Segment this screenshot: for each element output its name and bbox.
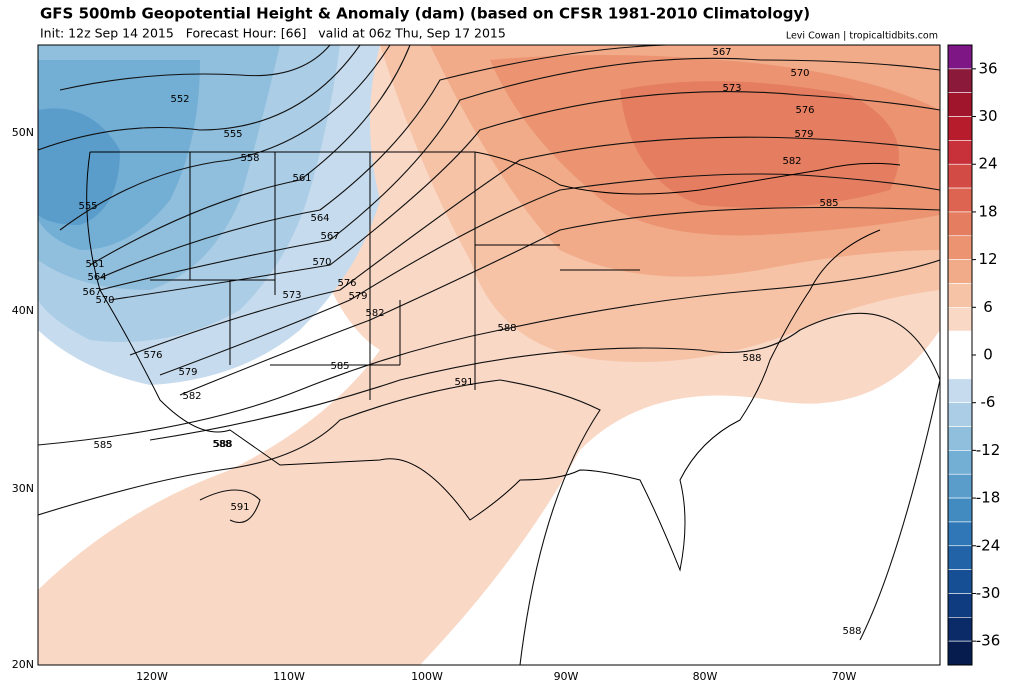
colorbar-band: [947, 354, 973, 380]
colorbar-band: [947, 187, 973, 213]
colorbar-band: [947, 92, 973, 117]
colorbar-band: [947, 211, 973, 237]
colorbar-tick-label: -24: [976, 536, 1001, 554]
contour-label: 567: [82, 287, 101, 298]
colorbar-band: [947, 259, 973, 284]
contour-label: 579: [178, 367, 197, 378]
colorbar-tick-label: 0: [983, 346, 993, 364]
colorbar-tick-label: 6: [983, 298, 993, 316]
height-contours: [38, 45, 940, 665]
colorbar-band: [947, 307, 973, 332]
colorbar-band: [947, 140, 973, 165]
contour-label: 567: [320, 231, 339, 242]
political-borders: [86, 151, 901, 572]
contour-label: 591: [230, 502, 249, 513]
longitude-label: 120W: [136, 670, 168, 683]
contour-label: 558: [240, 153, 259, 164]
latitude-label: 50N: [12, 126, 34, 139]
contour-label: 582: [182, 391, 201, 402]
colorbar-band: [947, 283, 973, 308]
latitude-label: 20N: [12, 658, 34, 671]
colorbar-tick-label: 36: [978, 59, 997, 77]
colorbar-band: [947, 116, 973, 141]
anomaly-negative-max: [38, 108, 120, 225]
colorbar-tick-label: -18: [976, 489, 1001, 507]
contour-label: 588: [842, 626, 861, 637]
colorbar-band: [947, 378, 973, 403]
longitude-label: 110W: [273, 670, 305, 683]
title: GFS 500mb Geopotential Height & Anomaly …: [40, 5, 810, 23]
colorbar-band: [947, 617, 973, 642]
contour-label: 588: [742, 353, 761, 364]
colorbar-tick-label: 30: [978, 107, 997, 125]
colorbar-tick-label: -36: [976, 632, 1001, 650]
contour-label: 585: [819, 198, 838, 209]
contour-label: 570: [312, 257, 331, 268]
latitude-label: 30N: [12, 482, 34, 495]
colorbar: 36 30 24 18 12 6 0 -6 -12 -18 -24 -30 -36: [947, 44, 1001, 666]
colorbar-tick-label: 12: [978, 250, 997, 268]
longitude-label: 90W: [554, 670, 579, 683]
contour-label: 579: [794, 129, 813, 140]
colorbar-tick-label: -30: [976, 584, 1001, 602]
contour-labels: 5525555585615645675705735765795825855885…: [78, 47, 861, 637]
colorbar-band: [947, 545, 973, 570]
contour-label: 591: [454, 377, 473, 388]
colorbar-band: [947, 235, 973, 260]
colorbar-tick-label: 18: [978, 202, 997, 220]
contour-label: 555: [78, 201, 97, 212]
contour-label: 552: [170, 94, 189, 105]
contour-label: 576: [337, 278, 356, 289]
contour-label: 579: [348, 291, 367, 302]
contour-label: 561: [85, 259, 104, 270]
colorbar-band: [947, 593, 973, 618]
latitude-labels: 50N 40N 30N 20N: [12, 126, 34, 671]
colorbar-tick-label: -12: [976, 441, 1001, 459]
latitude-label: 40N: [12, 304, 34, 317]
contour-label: 570: [95, 295, 114, 306]
contour-label: 582: [365, 308, 384, 319]
contour-label: 561: [292, 173, 311, 184]
contour-label: 588: [213, 439, 232, 450]
contour-label: 573: [282, 290, 301, 301]
credit: Levi Cowan | tropicaltidbits.com: [786, 31, 938, 42]
colorbar-band: [947, 640, 973, 666]
colorbar-tick-label: 24: [978, 155, 997, 173]
longitude-label: 100W: [411, 670, 443, 683]
colorbar-band: [947, 330, 973, 356]
colorbar-band: [947, 450, 973, 475]
colorbar-band: [947, 569, 973, 594]
contour-label: 585: [330, 361, 349, 372]
colorbar-band: [947, 521, 973, 547]
colorbar-band: [947, 68, 973, 93]
colorbar-tick-label: -6: [981, 393, 996, 411]
contour-label: 567: [712, 47, 731, 58]
contour-label: 555: [223, 129, 242, 140]
contour-label: 576: [143, 350, 162, 361]
contour-label: 588: [212, 439, 231, 450]
contour-label: 573: [722, 83, 741, 94]
map-area: [38, 45, 940, 665]
longitude-label: 70W: [832, 670, 857, 683]
contour-label: 564: [310, 213, 329, 224]
colorbar-band: [947, 402, 973, 427]
longitude-label: 80W: [693, 670, 718, 683]
contour-label: 588: [497, 323, 516, 334]
contour-label: 585: [93, 440, 112, 451]
contour-label: 570: [790, 68, 809, 79]
map-frame: [37, 44, 941, 666]
colorbar-band: [947, 497, 973, 523]
colorbar-band: [947, 163, 973, 189]
longitude-labels: 120W 110W 100W 90W 80W 70W: [136, 670, 856, 683]
colorbar-band: [947, 44, 973, 70]
contour-label: 564: [87, 272, 106, 283]
subtitle: Init: 12z Sep 14 2015 Forecast Hour: [66…: [40, 26, 506, 41]
colorbar-band: [947, 426, 973, 451]
contour-label: 576: [795, 105, 814, 116]
colorbar-band: [947, 473, 973, 499]
contour-label: 582: [782, 156, 801, 167]
